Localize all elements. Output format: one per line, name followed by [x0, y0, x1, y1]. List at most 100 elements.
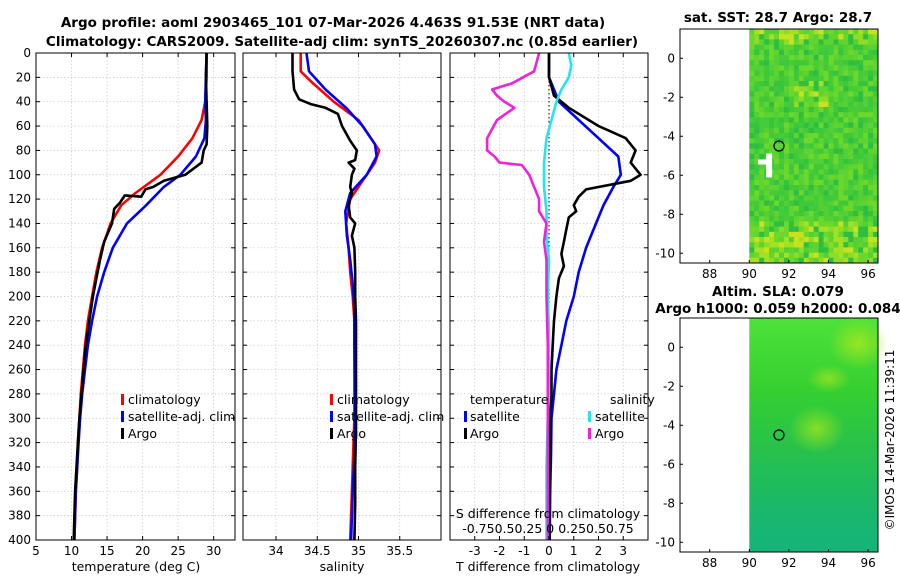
sst-cell	[774, 159, 780, 165]
sst-cell	[774, 60, 780, 66]
sst-cell	[828, 65, 834, 71]
sst-cell	[813, 29, 819, 35]
sst-cell	[793, 242, 800, 248]
sst-cell	[823, 179, 829, 186]
sst-cell	[754, 39, 760, 45]
sst-cell	[838, 70, 844, 77]
sst-cell	[759, 153, 765, 160]
sst-cell	[838, 190, 844, 196]
sst-cell	[779, 75, 785, 82]
sst-cell	[843, 247, 849, 253]
sst-cell	[798, 29, 805, 35]
sst-cell	[788, 169, 795, 175]
sst-cell	[783, 34, 790, 40]
sst-cell	[853, 55, 859, 61]
sst-cell	[838, 179, 844, 186]
sst-cell	[863, 65, 869, 71]
sst-cell	[798, 148, 805, 155]
sst-cell	[759, 75, 765, 82]
sst-cell	[823, 205, 829, 212]
sst-cell	[873, 81, 879, 87]
sst-cell	[848, 86, 854, 92]
sst-cell	[808, 107, 815, 113]
sst-cell	[843, 174, 849, 181]
sst-cell	[858, 133, 864, 139]
sst-cell	[828, 164, 834, 170]
sst-cell	[853, 133, 859, 139]
sst-cell	[788, 257, 795, 264]
sst-cell	[793, 96, 800, 103]
sst-cell	[813, 70, 819, 77]
x-tick-label: 35.5	[386, 544, 413, 558]
sst-cell	[843, 65, 849, 71]
sst-cell	[828, 200, 834, 207]
x-tick-label: 30	[206, 544, 221, 558]
sst-cell	[769, 138, 775, 144]
sst-cell	[764, 257, 770, 264]
sst-cell	[838, 101, 844, 108]
sst-cell	[848, 101, 854, 108]
sst-cell	[868, 242, 874, 248]
sst-cell	[774, 96, 780, 103]
sst-cell	[754, 185, 760, 191]
sst-cell	[798, 70, 805, 77]
sst-cell	[793, 221, 800, 227]
sst-cell	[774, 49, 780, 56]
sst-cell	[848, 159, 854, 165]
sst-cell	[788, 70, 795, 77]
sst-cell	[779, 127, 785, 134]
sst-cell	[798, 86, 805, 92]
sst-cell	[754, 226, 760, 233]
y-tick-label: 220	[8, 314, 31, 328]
sst-cell	[868, 237, 874, 243]
sst-cell	[838, 153, 844, 160]
sst-cell	[843, 179, 849, 186]
y-tick-label: 180	[8, 265, 31, 279]
sst-cell	[823, 112, 829, 118]
sst-cell	[769, 221, 775, 227]
sst-cell	[823, 190, 829, 196]
sst-cell	[858, 174, 864, 181]
sst-cell	[818, 34, 824, 40]
sst-cell	[828, 211, 834, 217]
x-tick-label: 25	[171, 544, 186, 558]
sst-cell	[759, 226, 765, 233]
sst-cell	[788, 174, 795, 181]
sst-cell	[873, 143, 879, 149]
sst-cell	[873, 252, 879, 259]
sst-cell	[774, 70, 780, 77]
salinity-xlabel: salinity	[320, 559, 365, 574]
sst-cell	[838, 60, 844, 66]
sst-cell	[818, 185, 824, 191]
sst-cell	[769, 185, 775, 191]
sst-cell	[833, 164, 839, 170]
sst-cell	[853, 127, 859, 134]
sst-cell	[833, 148, 839, 155]
sst-cell	[788, 101, 795, 108]
sst-cell	[793, 122, 800, 129]
sst-cell	[769, 60, 775, 66]
sst-cell	[793, 148, 800, 155]
sst-cell	[848, 96, 854, 103]
sst-cell	[868, 153, 874, 160]
legend-swatch-temp-satellite	[464, 411, 467, 422]
x-tick-label: 5	[32, 544, 40, 558]
y-tick-label: 20	[16, 70, 31, 84]
sst-cell	[843, 133, 849, 139]
sst-cell	[764, 195, 770, 201]
figure-title-line2: Climatology: CARS2009. Satellite-adj cli…	[46, 34, 638, 50]
sst-cell	[759, 200, 765, 207]
sst-cell	[798, 133, 805, 139]
sst-cell	[813, 133, 819, 139]
sst-cell	[838, 55, 844, 61]
sst-cell	[813, 122, 819, 129]
sst-cell	[853, 122, 859, 129]
sst-cell	[828, 138, 834, 144]
sst-cell	[868, 81, 874, 87]
sst-cell	[853, 29, 859, 35]
x-tick-label: 94	[821, 556, 836, 570]
x-tick-label: 92	[781, 556, 796, 570]
sst-cell	[868, 55, 874, 61]
sst-cell	[833, 159, 839, 165]
sst-cell	[833, 127, 839, 134]
